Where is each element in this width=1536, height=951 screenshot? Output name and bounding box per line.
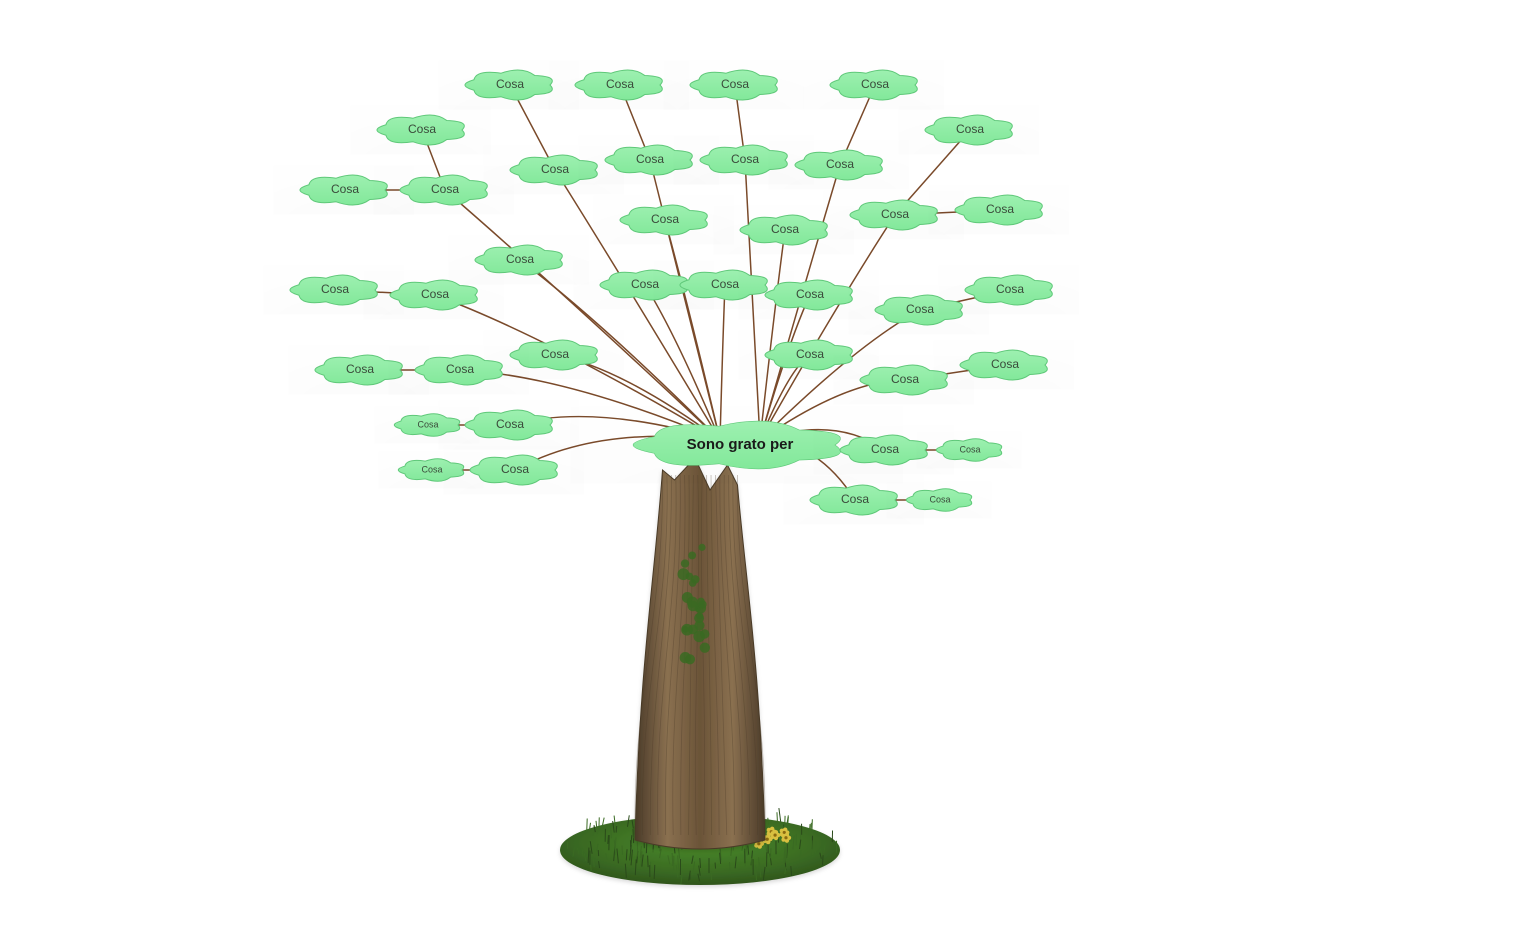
leaf-label: Cosa [826, 157, 854, 171]
leaf-label: Cosa [496, 417, 524, 431]
leaf-node[interactable]: Cosa [575, 70, 662, 100]
leaf-node[interactable]: Cosa [955, 195, 1042, 225]
leaf-node[interactable]: Cosa [906, 489, 971, 512]
leaf-node[interactable]: Cosa [960, 350, 1047, 380]
leaf-node[interactable]: Cosa [600, 270, 687, 300]
leaf-node[interactable]: Cosa [925, 115, 1012, 145]
leaf-node[interactable]: Cosa [415, 355, 502, 385]
leaf-node[interactable]: Cosa [965, 275, 1052, 305]
leaf-label: Cosa [771, 222, 799, 236]
leaf-label: Cosa [631, 277, 659, 291]
leaf-label: Cosa [731, 152, 759, 166]
leaf-node[interactable]: Cosa [290, 275, 377, 305]
leaf-label: Cosa [891, 372, 919, 386]
leaf-label: Cosa [711, 277, 739, 291]
leaf-node[interactable]: Cosa [605, 145, 692, 175]
leaf-label: Cosa [501, 462, 529, 476]
leaf-label: Cosa [636, 152, 664, 166]
leaf-label: Cosa [541, 347, 569, 361]
root-node[interactable]: Sono grato per [633, 421, 840, 469]
leaf-node[interactable]: Cosa [875, 295, 962, 325]
leaf-node[interactable]: Cosa [740, 215, 827, 245]
leaf-node[interactable]: Cosa [830, 70, 917, 100]
leaf-node[interactable]: Cosa [465, 70, 552, 100]
leaf-node[interactable]: Cosa [465, 410, 552, 440]
leaf-node[interactable]: Cosa [394, 414, 459, 437]
leaf-node[interactable]: Cosa [510, 155, 597, 185]
leaf-label: Cosa [881, 207, 909, 221]
leaf-label: Cosa [421, 287, 449, 301]
leaf-label: Cosa [841, 492, 869, 506]
leaf-label: Cosa [331, 182, 359, 196]
branch [745, 160, 760, 440]
branch [760, 215, 895, 440]
branch [645, 285, 720, 440]
leaf-node[interactable]: Cosa [620, 205, 707, 235]
leaf-node[interactable]: Cosa [810, 485, 897, 515]
leaf-label: Cosa [651, 212, 679, 226]
branch [720, 285, 725, 440]
leaf-node[interactable]: Cosa [690, 70, 777, 100]
root-label: Sono grato per [687, 436, 794, 453]
leaf-label: Cosa [446, 362, 474, 376]
trunk-layer [560, 458, 840, 885]
branch [760, 230, 785, 440]
leaf-node[interactable]: Cosa [470, 455, 557, 485]
leaf-label: Cosa [906, 302, 934, 316]
leaf-label: Cosa [956, 122, 984, 136]
leaf-node[interactable]: Cosa [850, 200, 937, 230]
leaf-label: Cosa [796, 287, 824, 301]
leaf-node[interactable]: Cosa [840, 435, 927, 465]
leaf-label: Cosa [421, 464, 442, 474]
leaf-node[interactable]: Cosa [795, 150, 882, 180]
leaf-node[interactable]: Cosa [680, 270, 767, 300]
leaf-label: Cosa [871, 442, 899, 456]
nodes-layer: Sono grato per Cosa Cosa Cosa Cosa Cosa Cosa Co… [290, 70, 1052, 515]
leaf-label: Cosa [506, 252, 534, 266]
gratitude-tree-diagram: Sono grato per Cosa Cosa Cosa Cosa Cosa Cosa Co… [0, 0, 1536, 951]
leaf-node[interactable]: Cosa [400, 175, 487, 205]
leaf-label: Cosa [541, 162, 569, 176]
leaf-label: Cosa [986, 202, 1014, 216]
leaf-node[interactable]: Cosa [860, 365, 947, 395]
leaf-label: Cosa [606, 77, 634, 91]
leaf-label: Cosa [417, 419, 438, 429]
leaf-node[interactable]: Cosa [377, 115, 464, 145]
leaf-node[interactable]: Cosa [510, 340, 597, 370]
leaf-label: Cosa [959, 444, 980, 454]
leaf-label: Cosa [929, 494, 950, 504]
leaf-label: Cosa [991, 357, 1019, 371]
leaf-label: Cosa [431, 182, 459, 196]
leaf-node[interactable]: Cosa [700, 145, 787, 175]
leaf-node[interactable]: Cosa [475, 245, 562, 275]
leaf-node[interactable]: Cosa [398, 459, 463, 482]
leaf-label: Cosa [408, 122, 436, 136]
leaf-label: Cosa [796, 347, 824, 361]
leaf-label: Cosa [321, 282, 349, 296]
leaf-node[interactable]: Cosa [300, 175, 387, 205]
leaf-label: Cosa [861, 77, 889, 91]
leaf-label: Cosa [996, 282, 1024, 296]
leaf-label: Cosa [496, 77, 524, 91]
leaf-label: Cosa [346, 362, 374, 376]
leaf-node[interactable]: Cosa [390, 280, 477, 310]
leaf-node[interactable]: Cosa [936, 439, 1001, 462]
leaf-node[interactable]: Cosa [315, 355, 402, 385]
leaf-node[interactable]: Cosa [765, 340, 852, 370]
leaf-label: Cosa [721, 77, 749, 91]
